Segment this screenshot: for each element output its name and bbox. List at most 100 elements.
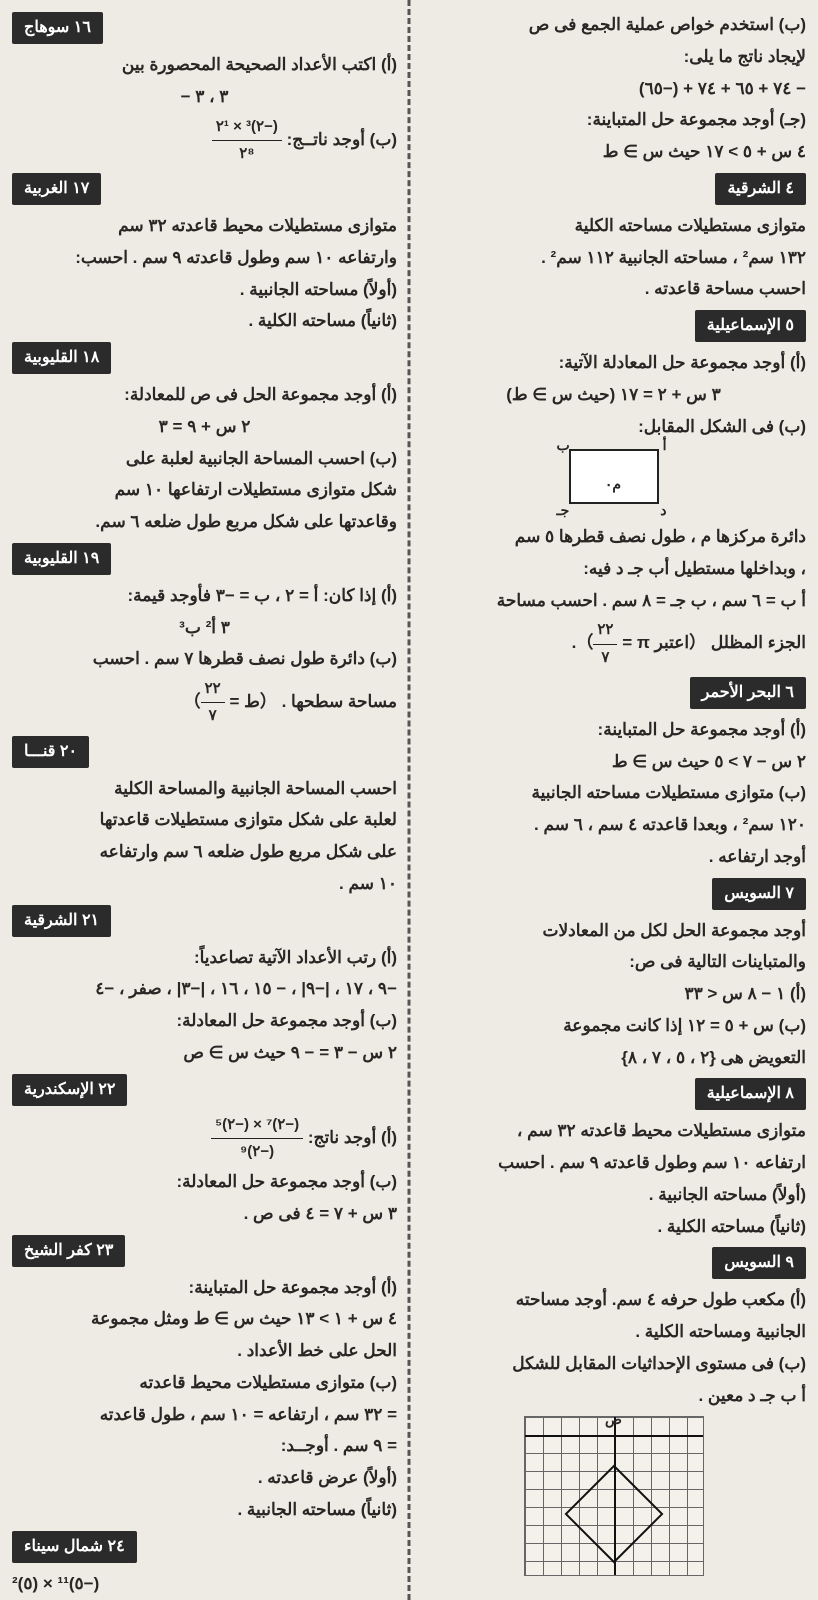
section-badge: ١٧ الغربية [12, 169, 397, 209]
badge-num: ٦ [785, 684, 794, 701]
badge-num: ٩ [785, 1254, 794, 1271]
text: ١٢٠ سم² ، وبعدا قاعدته ٤ سم ، ٦ سم . [421, 810, 806, 840]
text: احسب مساحة قاعدته . [421, 274, 806, 304]
text: مساحة سطحها . [282, 692, 397, 711]
text: ، وبداخلها مستطيل أب جـ د فيه: [421, 554, 806, 584]
text: ١٠ سم . [12, 869, 397, 899]
badge-name: الإسماعيلية [707, 317, 781, 334]
badge-name: سوهاج [24, 19, 69, 36]
left-column: ١٦ سوهاج (أ) اكتب الأعداد الصحيحة المحصو… [0, 0, 409, 1600]
badge-num: ٢٠ [60, 743, 77, 760]
badge-num: ٤ [785, 180, 794, 197]
text: (أولاً) عرض قاعدته . [12, 1463, 397, 1493]
section-badge: ٢٣ كفر الشيخ [12, 1231, 397, 1271]
text: (أ) إذا كان: أ = ٢ ، ب = −٣ فأوجد قيمة: [12, 581, 397, 611]
badge-name: الإسماعيلية [707, 1085, 781, 1102]
text: = ٩ سم . أوجــد: [12, 1431, 397, 1461]
text: الحل على خط الأعداد . [12, 1336, 397, 1366]
rectangle-diagram: أ ب جـ د م٠ [421, 449, 806, 514]
rhombus-shape [564, 1465, 663, 1564]
text: أوجد ارتفاعه . [421, 842, 806, 872]
math-expr: ٢ س − ٧ > ٥ حيث س ∋ ط [421, 747, 806, 777]
text: على شكل مربع طول ضلعه ٦ سم وارتفاعه [12, 837, 397, 867]
badge-name: القليوبية [24, 550, 78, 567]
text: الجزء المظلل [711, 633, 806, 652]
text: (ب) س + ٥ = ١٢ إذا كانت مجموعة [421, 1011, 806, 1041]
text: (أ) رتب الأعداد الآتية تصاعدياً: [12, 943, 397, 973]
text: ٣ ، ٣ − [12, 82, 397, 112]
text: (ب) فى الشكل المقابل: [421, 412, 806, 442]
text: (ثانياً) مساحته الجانبية . [12, 1495, 397, 1525]
text: (أ) أوجد مجموعة الحل فى ص للمعادلة: [12, 380, 397, 410]
fraction: (−٢)⁷ × (−٢)⁵(−٢)⁹ [211, 1112, 303, 1166]
text: دائرة مركزها م ، طول نصف قطرها ٥ سم [421, 522, 806, 552]
badge-num: ٧ [785, 885, 794, 902]
text: (أ) أوجد مجموعة حل المعادلة الآتية: [421, 348, 806, 378]
text: متوازى مستطيلات محيط قاعدته ٣٢ سم ، [421, 1116, 806, 1146]
text: (ب) متوازى مستطيلات محيط قاعدته [12, 1368, 397, 1398]
text: ٤ س + ١ > ١٣ حيث س ∋ ط ومثل مجموعة [12, 1304, 397, 1334]
text: لإيجاد ناتج ما يلى: [421, 42, 806, 72]
text: اعتبر π = [622, 633, 689, 652]
badge-num: ٨ [785, 1085, 794, 1102]
text: −٩ ، ١٧ ، |−٩| ، − ١٥ ، ١٦ ، |−٣| ، صفر … [12, 974, 397, 1004]
text: احسب المساحة الجانبية والمساحة الكلية [12, 774, 397, 804]
text: متوازى مستطيلات مساحته الكلية [421, 211, 806, 241]
section-badge: ١٩ القليوبية [12, 539, 397, 579]
numerator: ٢٢ [593, 617, 617, 644]
text: ١٣٢ سم² ، مساحته الجانبية ١١٢ سم² . [421, 243, 806, 273]
badge-num: ٢١ [82, 912, 99, 929]
text: والمتباينات التالية فى ص: [421, 947, 806, 977]
badge-name: الشرقية [727, 180, 780, 197]
badge-num: ٢٣ [96, 1242, 113, 1259]
numerator: (−٢)³ × ٢¹ [212, 114, 282, 141]
text: الجزء المظلل （اعتبر π = ٢٢٧）. [421, 617, 806, 671]
text: (أ) أوجد ناتج: [308, 1128, 397, 1147]
text: ط = [229, 692, 259, 711]
math-expr: ٣ أ² ب³ [12, 613, 397, 643]
math-expr: (−٥)¹¹ × (٥)² [12, 1569, 397, 1599]
text: أ ب جـ د معين . [421, 1381, 806, 1411]
text: الجانبية ومساحته الكلية . [421, 1317, 806, 1347]
text: (أ) مكعب طول حرفه ٤ سم. أوجد مساحته [421, 1285, 806, 1315]
badge-name: السويس [724, 885, 781, 902]
text: وارتفاعه ١٠ سم وطول قاعدته ٩ سم . احسب: [12, 243, 397, 273]
text: (ب) أوجد ناتــج: (−٢)³ × ٢¹٢⁸ [12, 114, 397, 168]
section-badge: ٦ البحر الأحمر [421, 673, 806, 713]
text: لعلبة على شكل متوازى مستطيلات قاعدتها [12, 805, 397, 835]
text: = ٣٢ سم ، ارتفاعه = ١٠ سم ، طول قاعدته [12, 1400, 397, 1430]
center-label: م٠ [605, 472, 621, 497]
text: (ب) فى مستوى الإحداثيات المقابل للشكل [421, 1349, 806, 1379]
axis-label: ص [605, 1407, 622, 1432]
text: (أ) اكتب الأعداد الصحيحة المحصورة بين [12, 50, 397, 80]
text: (ب) أوجد مجموعة حل المعادلة: [12, 1167, 397, 1197]
vertex-label: أ [663, 433, 667, 458]
text: شكل متوازى مستطيلات ارتفاعها ١٠ سم [12, 475, 397, 505]
text: (ب) استخدم خواص عملية الجمع فى ص [421, 10, 806, 40]
denominator: ٧ [593, 645, 617, 671]
fraction: ٢٢٧ [201, 676, 225, 730]
badge-num: ١٩ [82, 550, 99, 567]
badge-num: ٢٢ [98, 1081, 115, 1098]
text: (ب) متوازى مستطيلات مساحته الجانبية [421, 778, 806, 808]
text: أوجد مجموعة الحل لكل من المعادلات [421, 916, 806, 946]
section-badge: ١٦ سوهاج [12, 8, 397, 48]
column-divider [408, 0, 411, 1600]
badge-name: القليوبية [24, 349, 78, 366]
text: التعويض هى {٢ ، ٥ ، ٧ ، ٨} [421, 1043, 806, 1073]
math-expr: ٣ س + ٧ = ٤ فى ص . [12, 1199, 397, 1229]
right-column: (ب) استخدم خواص عملية الجمع فى ص لإيجاد … [409, 0, 818, 1600]
vertex-label: ب [557, 433, 570, 458]
badge-num: ١٨ [82, 349, 99, 366]
badge-name: قنـــا [24, 743, 55, 760]
math-expr: ٢ س + ٩ = ٣ [12, 412, 397, 442]
vertex-label: د [660, 498, 666, 523]
denominator: ٧ [201, 703, 225, 729]
text: (أولاً) مساحته الجانبية . [12, 275, 397, 305]
section-badge: ٧ السويس [421, 874, 806, 914]
math-expr: ٢ س − ٣ = − ٩ حيث س ∋ ص [12, 1038, 397, 1068]
text: أ ب = ٦ سم ، ب جـ = ٨ سم . احسب مساحة [421, 586, 806, 616]
numerator: (−٢)⁷ × (−٢)⁵ [211, 1112, 303, 1139]
text: (أولاً) مساحته الجانبية . [421, 1180, 806, 1210]
vertex-label: جـ [557, 498, 570, 523]
